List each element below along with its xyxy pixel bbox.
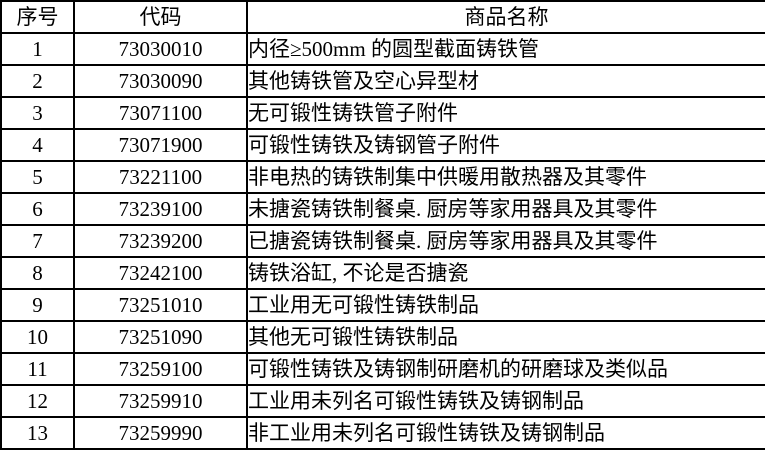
cell-name: 已搪瓷铸铁制餐桌. 厨房等家用器具及其零件 <box>246 224 765 258</box>
cell-name: 未搪瓷铸铁制餐桌. 厨房等家用器具及其零件 <box>246 192 765 226</box>
cell-code: 73259100 <box>73 352 248 386</box>
cell-name: 可锻性铸铁及铸钢管子附件 <box>246 128 765 162</box>
cell-code: 73239200 <box>73 224 248 258</box>
cell-index: 2 <box>0 64 75 98</box>
cell-code: 73221100 <box>73 160 248 194</box>
table-row: 12 73259910 工业用未列名可锻性铸铁及铸钢制品 <box>0 384 765 418</box>
table-row: 1 73030010 内径≥500mm 的圆型截面铸铁管 <box>0 32 765 66</box>
cell-index: 3 <box>0 96 75 130</box>
cell-code: 73030090 <box>73 64 248 98</box>
cell-index: 12 <box>0 384 75 418</box>
cell-name: 内径≥500mm 的圆型截面铸铁管 <box>246 32 765 66</box>
table-row: 6 73239100 未搪瓷铸铁制餐桌. 厨房等家用器具及其零件 <box>0 192 765 226</box>
table-row: 10 73251090 其他无可锻性铸铁制品 <box>0 320 765 354</box>
header-cell-name: 商品名称 <box>246 0 765 34</box>
cell-code: 73071900 <box>73 128 248 162</box>
cell-index: 6 <box>0 192 75 226</box>
cell-name: 铸铁浴缸, 不论是否搪瓷 <box>246 256 765 290</box>
cell-name: 其他无可锻性铸铁制品 <box>246 320 765 354</box>
cell-code: 73251090 <box>73 320 248 354</box>
table-row: 2 73030090 其他铸铁管及空心异型材 <box>0 64 765 98</box>
table-header: 序号 代码 商品名称 <box>0 0 765 34</box>
cell-index: 7 <box>0 224 75 258</box>
cell-name: 工业用未列名可锻性铸铁及铸钢制品 <box>246 384 765 418</box>
cell-index: 8 <box>0 256 75 290</box>
header-cell-index: 序号 <box>0 0 75 34</box>
cell-index: 5 <box>0 160 75 194</box>
table-row: 11 73259100 可锻性铸铁及铸钢制研磨机的研磨球及类似品 <box>0 352 765 386</box>
cell-code: 73259910 <box>73 384 248 418</box>
cell-name: 工业用无可锻性铸铁制品 <box>246 288 765 322</box>
cell-name: 非电热的铸铁制集中供暖用散热器及其零件 <box>246 160 765 194</box>
cell-index: 4 <box>0 128 75 162</box>
cell-name: 无可锻性铸铁管子附件 <box>246 96 765 130</box>
cell-name: 可锻性铸铁及铸钢制研磨机的研磨球及类似品 <box>246 352 765 386</box>
table-row: 5 73221100 非电热的铸铁制集中供暖用散热器及其零件 <box>0 160 765 194</box>
cell-code: 73251010 <box>73 288 248 322</box>
table-row: 8 73242100 铸铁浴缸, 不论是否搪瓷 <box>0 256 765 290</box>
table-row: 7 73239200 已搪瓷铸铁制餐桌. 厨房等家用器具及其零件 <box>0 224 765 258</box>
header-cell-code: 代码 <box>73 0 248 34</box>
cell-code: 73239100 <box>73 192 248 226</box>
header-row: 序号 代码 商品名称 <box>0 0 765 34</box>
table-row: 3 73071100 无可锻性铸铁管子附件 <box>0 96 765 130</box>
table-row: 4 73071900 可锻性铸铁及铸钢管子附件 <box>0 128 765 162</box>
table-body: 1 73030010 内径≥500mm 的圆型截面铸铁管 2 73030090 其他铸铁管… <box>0 32 765 450</box>
cell-index: 1 <box>0 32 75 66</box>
cell-code: 73071100 <box>73 96 248 130</box>
cell-code: 73242100 <box>73 256 248 290</box>
cell-index: 11 <box>0 352 75 386</box>
cell-code: 73030010 <box>73 32 248 66</box>
cell-index: 10 <box>0 320 75 354</box>
table-row: 9 73251010 工业用无可锻性铸铁制品 <box>0 288 765 322</box>
cell-index: 9 <box>0 288 75 322</box>
cell-name: 其他铸铁管及空心异型材 <box>246 64 765 98</box>
